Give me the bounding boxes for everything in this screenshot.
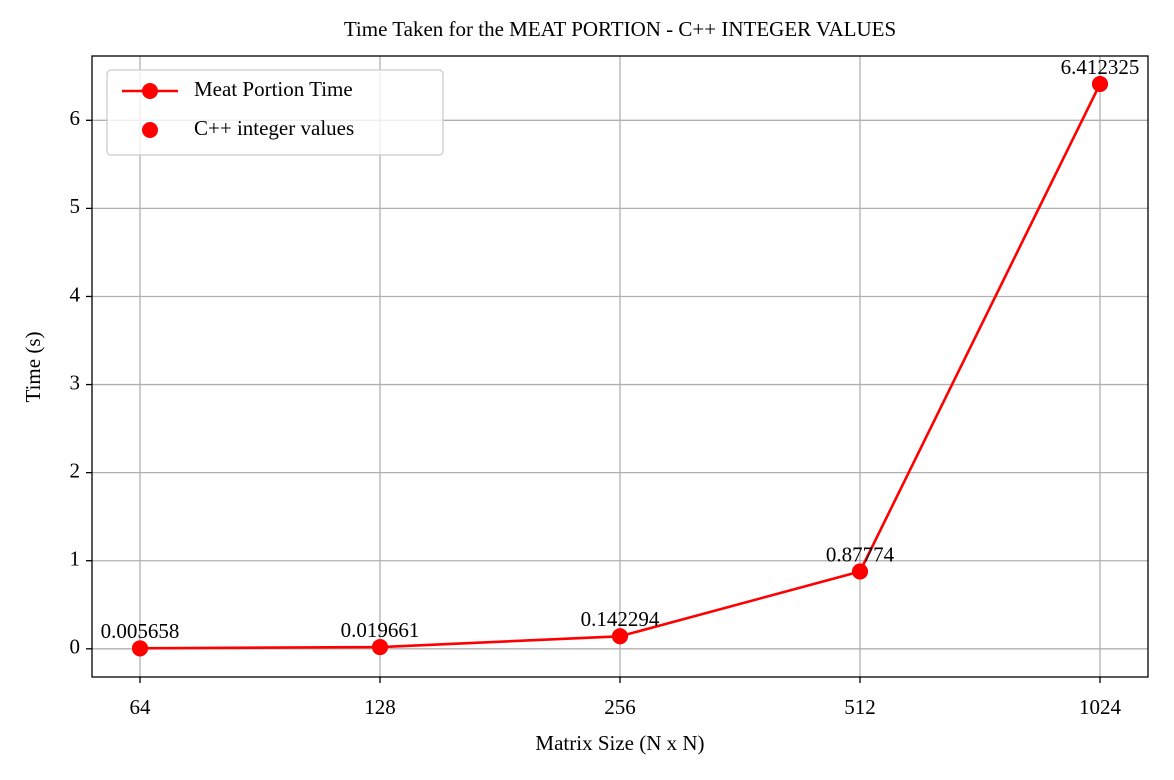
x-tick-label: 1024 [1079,695,1122,719]
y-tick-label: 4 [70,282,81,306]
x-tick-label: 512 [844,695,876,719]
point [1092,75,1108,92]
y-tick-label: 0 [70,635,81,659]
legend: Meat Portion Time C++ integer values [106,69,444,156]
legend-marker [142,122,158,138]
legend-box [106,69,444,156]
data-label: 6.412325 [1061,55,1140,79]
point [852,563,868,580]
plot-frame [91,55,1149,678]
y-tick-label: 2 [70,458,81,482]
point [612,628,628,645]
data-label: 0.005658 [101,619,180,643]
legend-marker [142,83,158,99]
chart-title: Time Taken for the MEAT PORTION - C++ IN… [344,17,896,41]
y-tick-label: 3 [70,370,81,394]
data-label: 0.019661 [341,618,420,642]
x-tick-label: 64 [130,695,152,719]
point [372,639,388,656]
y-tick-label: 5 [70,194,81,218]
x-tick-label: 128 [364,695,396,719]
point [132,640,148,657]
y-tick-label: 1 [70,547,81,571]
y-tick-label: 6 [70,106,81,130]
legend-label: C++ integer values [194,116,354,140]
x-tick-label: 256 [604,695,636,719]
data-label: 0.87774 [826,542,895,566]
x-axis-label: Matrix Size (N x N) [535,731,704,755]
data-label: 0.142294 [581,607,660,631]
legend-label: Meat Portion Time [194,77,353,101]
y-axis-label: Time (s) [21,332,45,403]
